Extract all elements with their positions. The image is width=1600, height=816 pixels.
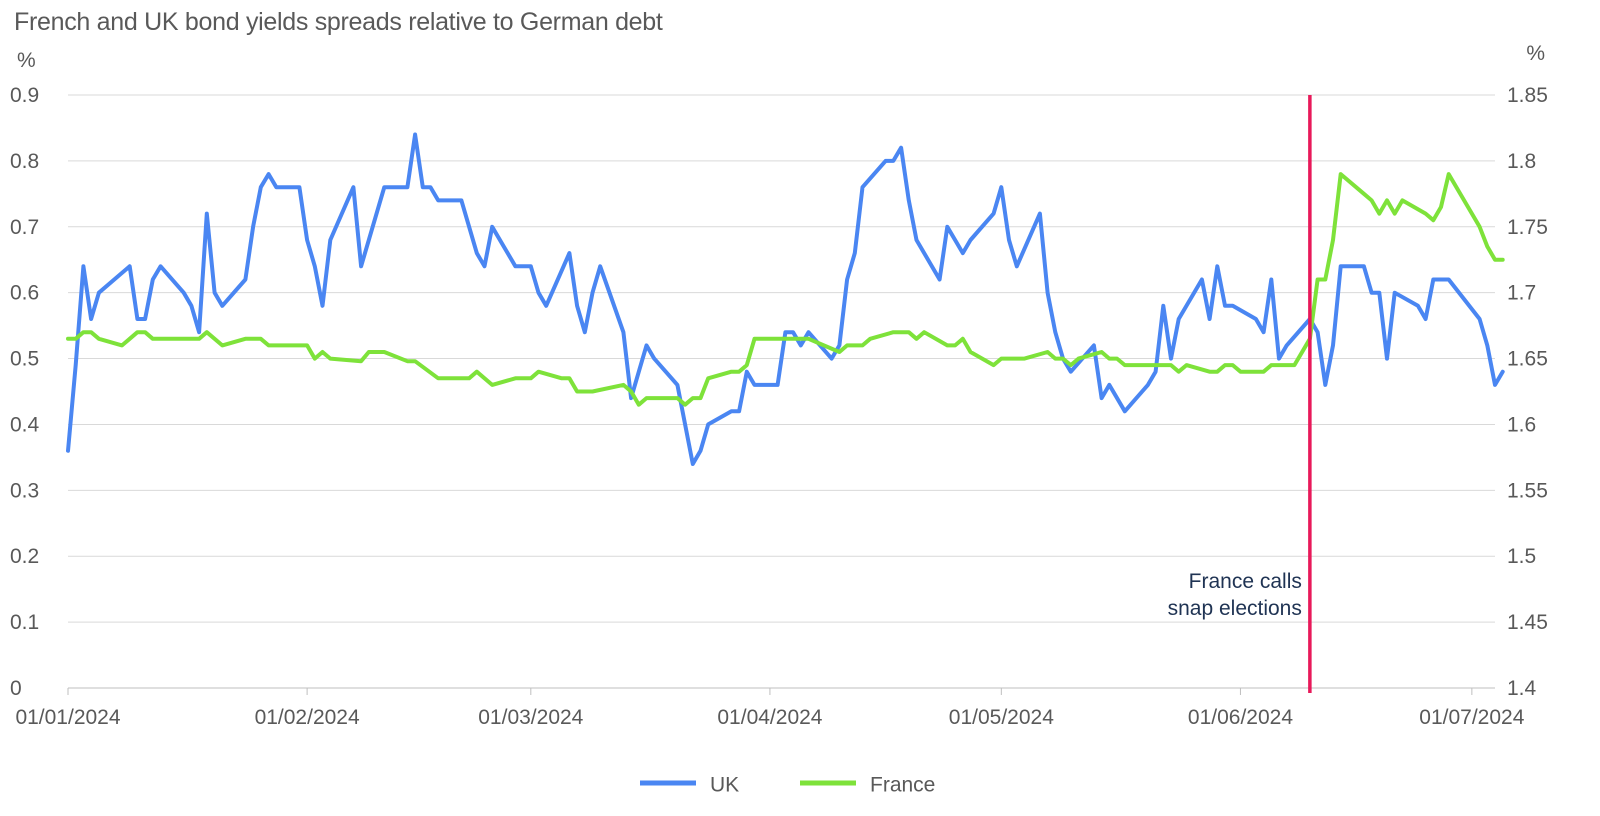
- annotation-text: snap elections: [1168, 597, 1302, 620]
- left-y-tick-label: 0.5: [10, 348, 39, 371]
- left-y-tick-label: 0.9: [10, 84, 39, 107]
- legend: UK France: [640, 774, 935, 797]
- annotation-text: France calls: [1189, 570, 1302, 593]
- left-y-tick-label: 0.7: [10, 216, 39, 239]
- left-y-axis-ticks: 0 0.1 0.2 0.3 0.4 0.5 0.6 0.7 0.8 0.9: [10, 84, 40, 700]
- x-tick-label: 01/05/2024: [949, 706, 1054, 729]
- right-y-tick-label: 1.6: [1507, 413, 1536, 436]
- x-tick-label: 01/01/2024: [15, 706, 120, 729]
- left-y-tick-label: 0.4: [10, 413, 40, 436]
- left-y-tick-label: 0.1: [10, 611, 39, 634]
- right-y-tick-label: 1.55: [1507, 479, 1548, 502]
- left-y-tick-label: 0.6: [10, 282, 39, 305]
- x-tick-label: 01/03/2024: [478, 706, 583, 729]
- right-y-tick-label: 1.45: [1507, 611, 1548, 634]
- left-y-tick-label: 0.8: [10, 150, 39, 173]
- right-y-tick-label: 1.65: [1507, 348, 1548, 371]
- chart-title: French and UK bond yields spreads relati…: [14, 8, 663, 36]
- x-axis: 01/01/2024 01/02/2024 01/03/2024 01/04/2024…: [15, 688, 1525, 729]
- x-tick-label: 01/06/2024: [1188, 706, 1293, 729]
- right-axis-unit: %: [1526, 42, 1545, 65]
- right-y-tick-label: 1.8: [1507, 150, 1536, 173]
- right-y-tick-label: 1.5: [1507, 545, 1536, 568]
- x-tick-label: 01/02/2024: [255, 706, 360, 729]
- right-y-axis-ticks: 1.4 1.45 1.5 1.55 1.6 1.65 1.7 1.75 1.8 1.85: [1507, 84, 1548, 700]
- right-y-tick-label: 1.4: [1507, 677, 1537, 700]
- x-tick-label: 01/07/2024: [1419, 706, 1524, 729]
- left-y-tick-label: 0.2: [10, 545, 39, 568]
- left-y-tick-label: 0.3: [10, 479, 39, 502]
- legend-label: UK: [710, 774, 739, 797]
- right-y-tick-label: 1.85: [1507, 84, 1548, 107]
- right-y-tick-label: 1.75: [1507, 216, 1548, 239]
- right-y-tick-label: 1.7: [1507, 282, 1536, 305]
- legend-label: France: [870, 774, 935, 797]
- series-lines: [66, 132, 1505, 466]
- series-line-france: [66, 172, 1505, 407]
- series-line-uk: [66, 132, 1505, 466]
- x-tick-label: 01/04/2024: [717, 706, 822, 729]
- left-axis-unit: %: [17, 49, 36, 72]
- annotation: France calls snap elections: [1168, 95, 1312, 693]
- left-y-tick-label: 0: [10, 677, 22, 700]
